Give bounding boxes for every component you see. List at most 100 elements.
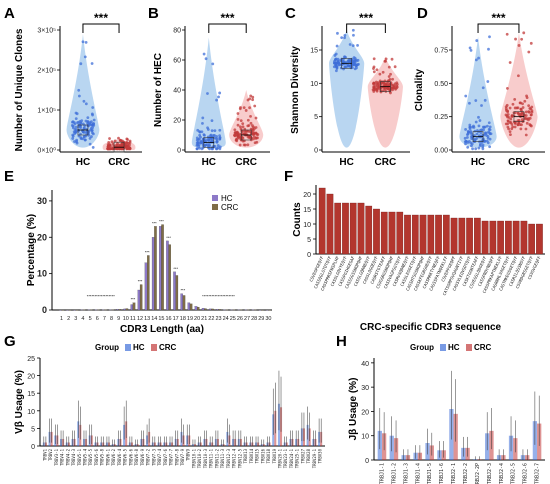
- y-tick-label: 40: [173, 88, 181, 95]
- data-point: [474, 58, 478, 62]
- data-point: [517, 44, 521, 47]
- significance-annotation: ***: [152, 220, 157, 225]
- y-tick-label: 20: [27, 374, 35, 381]
- bar-hc: [159, 226, 162, 311]
- data-point: [519, 107, 523, 111]
- data-point: [489, 132, 493, 136]
- data-point: [514, 37, 517, 41]
- x-tick-label: TRBV1: [42, 448, 47, 461]
- data-point: [82, 130, 86, 134]
- data-point: [372, 65, 376, 69]
- data-point: [522, 31, 526, 35]
- data-point: [504, 105, 508, 109]
- data-point: [246, 143, 250, 147]
- data-point: [79, 136, 83, 139]
- bar-crc: [89, 309, 93, 311]
- bar-crc: [132, 302, 136, 311]
- x-tick-label: CRC: [508, 157, 530, 168]
- data-point: [516, 106, 520, 110]
- data-point: [239, 127, 243, 131]
- x-tick-label: TRBV2: [48, 448, 53, 461]
- x-tick-label: TRBV12-3: [226, 448, 231, 468]
- data-point: [91, 126, 95, 130]
- y-tick-label: 20: [361, 409, 369, 416]
- data-point: [504, 113, 508, 117]
- data-point: [108, 137, 111, 140]
- data-point: [506, 109, 510, 113]
- legend-swatch: [125, 344, 131, 351]
- data-point: [206, 144, 210, 148]
- significance-label: ***: [220, 11, 234, 25]
- x-tick-label: 26: [237, 316, 243, 322]
- bar-hc: [73, 309, 76, 311]
- x-tick-label: 22: [208, 316, 214, 322]
- y-tick-label: 5: [314, 114, 318, 121]
- x-tick-label: TRBV14: [249, 448, 254, 463]
- data-point: [233, 133, 237, 137]
- data-point: [201, 116, 205, 120]
- data-point: [241, 122, 245, 126]
- data-point: [200, 147, 204, 151]
- data-point: [71, 126, 75, 130]
- x-tick-label: TRBV10-1: [191, 448, 196, 468]
- x-tick-label: 20: [194, 316, 200, 322]
- data-point: [238, 125, 242, 129]
- sequence-bar: [497, 220, 504, 255]
- data-point: [524, 133, 528, 137]
- data-point: [336, 57, 340, 61]
- data-point: [477, 146, 481, 150]
- data-point: [389, 91, 392, 95]
- sequence-bar: [388, 211, 396, 255]
- sequence-bar: [380, 211, 388, 255]
- data-point: [215, 140, 219, 144]
- data-point: [234, 131, 237, 134]
- data-point: [474, 120, 478, 124]
- data-point: [125, 144, 129, 148]
- data-point: [196, 141, 200, 145]
- y-tick-label: 2×10⁵: [37, 68, 56, 75]
- y-tick-label: 0: [31, 444, 35, 451]
- data-point: [108, 143, 112, 147]
- data-point: [483, 125, 487, 129]
- sequence-bar: [528, 223, 535, 255]
- data-point: [507, 127, 511, 131]
- x-tick-label: CRC: [375, 157, 397, 168]
- bar-crc: [211, 308, 214, 311]
- data-point: [478, 144, 482, 147]
- data-point: [351, 44, 355, 48]
- data-point: [481, 147, 485, 151]
- data-point: [486, 124, 489, 128]
- data-point: [79, 62, 83, 66]
- data-point: [379, 90, 383, 94]
- data-point: [488, 128, 492, 132]
- data-point: [116, 147, 120, 151]
- data-point: [463, 140, 467, 144]
- y-axis-title: Jβ Usage (%): [348, 378, 359, 441]
- x-axis-title: CDR3 Length (aa): [120, 324, 204, 335]
- bar-hc: [216, 309, 219, 311]
- data-point: [343, 36, 346, 40]
- x-tick-label: TRBV20-1: [277, 448, 282, 468]
- data-point: [336, 31, 339, 35]
- legend-swatch: [151, 344, 157, 351]
- data-point: [251, 133, 255, 137]
- data-point: [239, 106, 242, 109]
- data-point: [340, 36, 344, 40]
- data-point: [506, 115, 509, 119]
- x-tick-label: 11: [130, 316, 136, 322]
- data-point: [86, 121, 89, 125]
- data-point: [199, 135, 202, 139]
- data-point: [244, 109, 248, 112]
- data-point: [71, 134, 75, 138]
- significance-bracket: [346, 23, 386, 33]
- data-point: [128, 143, 131, 147]
- legend-swatch: [440, 344, 446, 351]
- x-tick-label: HC: [471, 157, 485, 168]
- bar-crc: [168, 244, 171, 311]
- significance-annotation: ***: [131, 297, 136, 302]
- data-point: [121, 143, 125, 147]
- data-point: [107, 140, 111, 144]
- x-tick-label: 9: [117, 316, 120, 322]
- data-point: [74, 117, 78, 121]
- data-point: [249, 115, 252, 118]
